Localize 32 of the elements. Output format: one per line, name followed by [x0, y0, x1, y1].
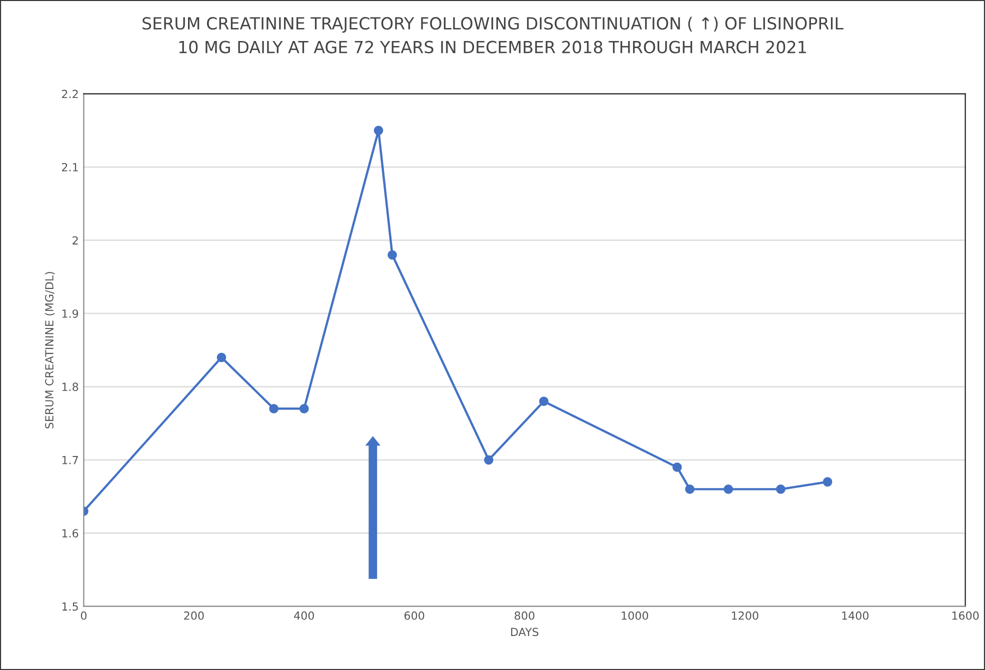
y-tick-label: 1.8 — [62, 382, 78, 392]
x-tick-label: 0 — [80, 611, 87, 620]
y-tick-label: 2.1 — [62, 162, 78, 172]
point — [539, 396, 548, 406]
point — [776, 484, 786, 494]
x-tick-label: 400 — [294, 611, 314, 620]
y-tick-label: 1.9 — [62, 309, 78, 318]
x-tick-label: 1000 — [622, 611, 648, 620]
point — [484, 455, 494, 465]
y-tick-label: 2.2 — [62, 90, 78, 98]
y-tick-label: 1.6 — [62, 529, 78, 538]
x-tick-label: 200 — [184, 611, 204, 620]
point — [374, 126, 384, 136]
x-tick-label: 1200 — [732, 611, 758, 620]
point — [724, 484, 734, 494]
chart-title: SERUM CREATININE TRAJECTORY FOLLOWING DISCONTINUATION ( ↑) OF LISINOPRIL 10 MG DAILY AT AGE 72 YEARS IN DECEMBER 2018 THROUGH MARCH 2021 — [142, 16, 844, 54]
point — [216, 352, 226, 362]
point — [269, 404, 278, 414]
y-tick-label: 2 — [72, 236, 78, 244]
x-tick-label: 1400 — [842, 611, 869, 620]
x-tick-label: 1600 — [952, 611, 979, 620]
point — [685, 484, 694, 494]
y-axis-title: SERUM CREATININE (MG/DL) — [44, 272, 55, 428]
point — [388, 250, 397, 260]
y-tick-label: 1.7 — [62, 456, 78, 464]
point — [822, 477, 832, 487]
x-tick-label: 600 — [404, 611, 424, 620]
x-axis-title: DAYS — [511, 628, 538, 636]
x-tick-label: 800 — [514, 611, 534, 620]
point — [672, 462, 682, 472]
y-tick-label: 1.5 — [62, 602, 78, 611]
point — [299, 404, 309, 414]
